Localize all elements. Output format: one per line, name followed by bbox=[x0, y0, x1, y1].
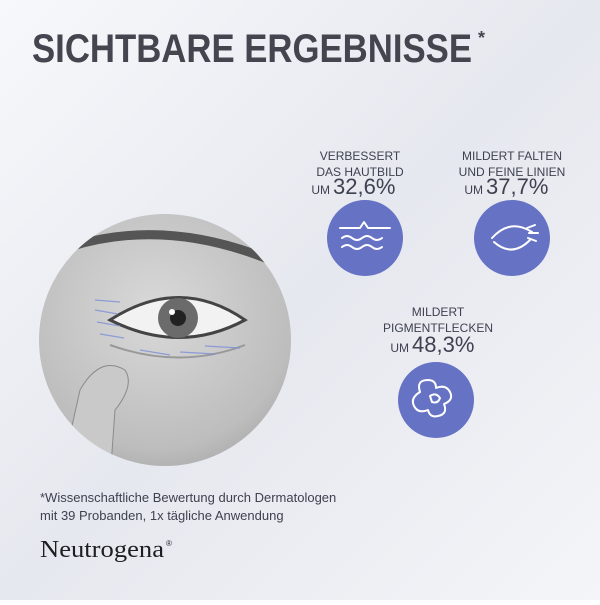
eye-icon bbox=[491, 224, 539, 251]
stat-label: MILDERT FALTEN bbox=[462, 149, 562, 163]
stat-prefix: UM bbox=[311, 183, 330, 197]
stat-label: PIGMENTFLECKEN bbox=[383, 321, 493, 335]
footnote: mit 39 Probanden, 1x tägliche Anwendung bbox=[40, 508, 284, 523]
texture-icon bbox=[339, 221, 391, 250]
brand-mark: ® bbox=[166, 539, 172, 548]
stat-icon bbox=[398, 362, 474, 438]
stat-icon bbox=[474, 200, 550, 276]
stat-label: DAS HAUTBILD bbox=[316, 165, 404, 179]
footnote: *Wissenschaftliche Bewertung durch Derma… bbox=[40, 490, 336, 505]
stat-value: 32,6% bbox=[333, 174, 395, 199]
stat-icon bbox=[327, 200, 403, 276]
brand: Neutrogena bbox=[40, 537, 164, 563]
stat-prefix: UM bbox=[464, 183, 483, 197]
stat-label: UND FEINE LINIEN bbox=[459, 165, 566, 179]
stat-value: 37,7% bbox=[486, 174, 548, 199]
title-mark: * bbox=[478, 28, 485, 48]
stat-value: 48,3% bbox=[412, 332, 474, 357]
eye-photo bbox=[39, 214, 291, 466]
stat-label: VERBESSERT bbox=[320, 149, 401, 163]
stat-prefix: UM bbox=[390, 341, 409, 355]
title: SICHTBARE ERGEBNISSE bbox=[32, 27, 472, 71]
stat-label: MILDERT bbox=[412, 305, 465, 319]
spot-icon bbox=[411, 379, 453, 418]
